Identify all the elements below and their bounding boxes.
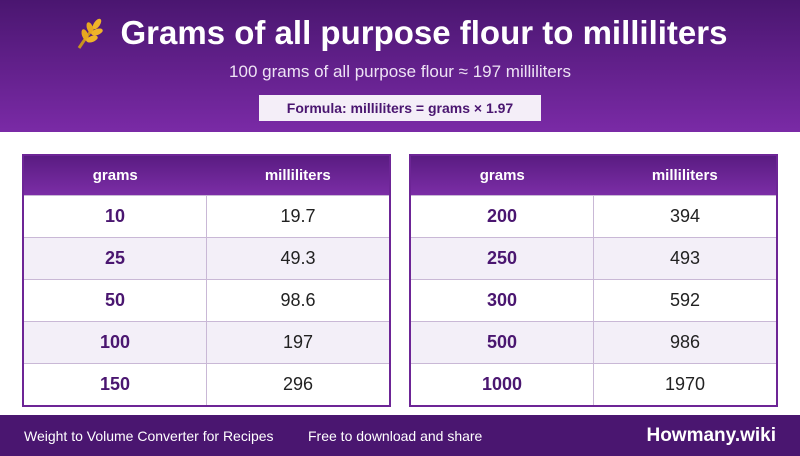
formula: Formula: milliliters = grams × 1.97 (259, 95, 541, 121)
milliliters-cell: 19.7 (206, 195, 391, 238)
milliliters-cell: 592 (593, 279, 778, 322)
brand: Howmany.wiki (646, 425, 776, 446)
grams-cell: 300 (409, 279, 594, 322)
footer: Weight to Volume Converter for Recipes F… (0, 415, 800, 456)
milliliters-cell: 1970 (593, 363, 778, 407)
table-row: 250 493 (409, 237, 778, 280)
table-row: 100 197 (22, 321, 391, 364)
header-row: grams milliliters (410, 155, 777, 196)
grams-cell: 250 (409, 237, 594, 280)
table-row: 25 49.3 (22, 237, 391, 280)
milliliters-cell: 197 (206, 321, 391, 364)
table-row: 200 394 (409, 195, 778, 238)
grams-cell: 1000 (409, 363, 594, 407)
wheat-icon (77, 18, 103, 49)
grams-cell: 150 (22, 363, 207, 407)
milliliters-cell: 394 (593, 195, 778, 238)
grams-cell: 200 (409, 195, 594, 238)
title: Grams of all purpose flour to milliliter… (120, 14, 728, 51)
column-header: grams (23, 155, 207, 196)
milliliters-cell: 493 (593, 237, 778, 280)
grams-cell: 25 (22, 237, 207, 280)
column-header: grams (410, 155, 594, 196)
milliliters-cell: 986 (593, 321, 778, 364)
table-row: 150 296 (22, 363, 391, 407)
table-row: 1000 1970 (409, 363, 778, 407)
column-header: milliliters (206, 155, 390, 196)
grams-cell: 100 (22, 321, 207, 364)
grams-cell: 500 (409, 321, 594, 364)
header-row: grams milliliters (23, 155, 390, 196)
title-row: Grams of all purpose flour to milliliter… (0, 14, 800, 52)
column-header: milliliters (593, 155, 777, 196)
conversion-table: grams milliliters 200 394 250 493 300 592 500 986… (409, 154, 778, 407)
footer-text: Weight to Volume Converter for Recipes (24, 428, 274, 444)
table-row: 300 592 (409, 279, 778, 322)
milliliters-cell: 296 (206, 363, 391, 407)
header: Grams of all purpose flour to milliliter… (0, 0, 800, 132)
conversion-table: grams milliliters 10 19.7 25 49.3 50 98.6 100 197… (22, 154, 391, 407)
table-row: 500 986 (409, 321, 778, 364)
milliliters-cell: 49.3 (206, 237, 391, 280)
table-row: 50 98.6 (22, 279, 391, 322)
milliliters-cell: 98.6 (206, 279, 391, 322)
grams-cell: 50 (22, 279, 207, 322)
grams-cell: 10 (22, 195, 207, 238)
subtitle: 100 grams of all purpose flour ≈ 197 mil… (229, 62, 571, 81)
footer-text: Free to download and share (308, 428, 483, 444)
table-row: 10 19.7 (22, 195, 391, 238)
